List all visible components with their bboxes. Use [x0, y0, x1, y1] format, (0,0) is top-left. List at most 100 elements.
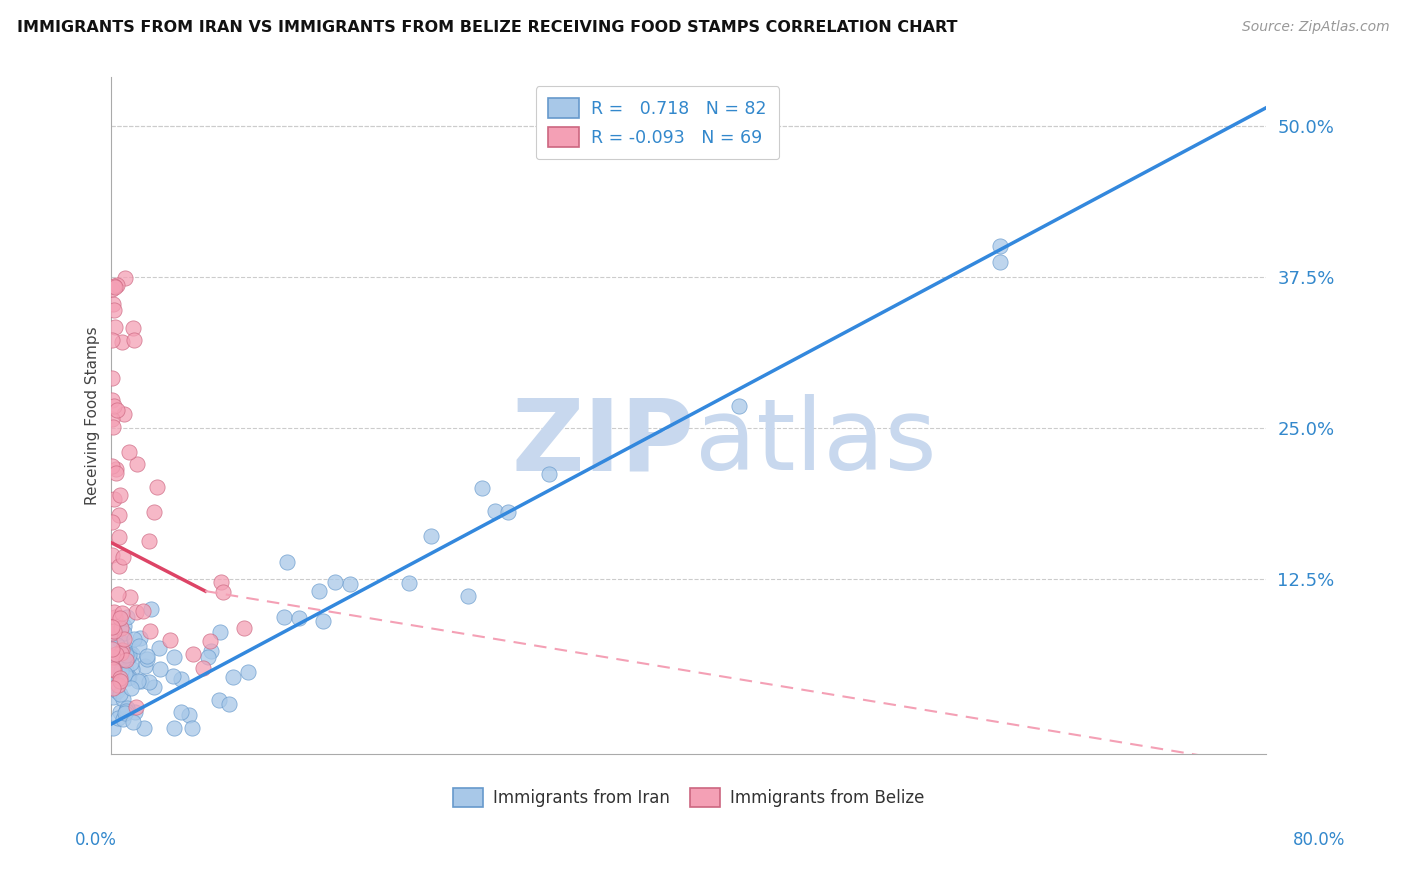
Point [112, 692, 135, 706]
Point [162, 669, 184, 683]
Point [537, 467, 560, 481]
Point [107, 651, 129, 665]
Point [138, 675, 160, 690]
Point [114, 648, 136, 662]
Point [146, 480, 169, 494]
Point [209, 625, 232, 640]
Point [111, 335, 134, 350]
Point [111, 643, 134, 657]
Point [103, 663, 125, 677]
Point [125, 605, 148, 619]
Point [148, 641, 170, 656]
Point [179, 707, 201, 722]
Point [139, 602, 162, 616]
Point [104, 627, 127, 641]
Point [124, 699, 146, 714]
Point [117, 671, 139, 685]
Point [115, 703, 138, 717]
Point [127, 457, 149, 471]
Point [200, 643, 222, 657]
Point [121, 662, 143, 676]
Text: 0.0%: 0.0% [75, 831, 117, 849]
Text: ZIP: ZIP [512, 394, 695, 491]
Point [111, 607, 134, 621]
Point [129, 631, 152, 645]
Point [114, 270, 136, 285]
Point [135, 648, 157, 663]
Y-axis label: Receiving Food Stamps: Receiving Food Stamps [86, 326, 100, 505]
Point [420, 529, 443, 543]
Point [496, 505, 519, 519]
Point [180, 721, 202, 735]
Point [117, 649, 139, 664]
Point [110, 705, 132, 719]
Text: atlas: atlas [695, 394, 936, 491]
Point [457, 589, 479, 603]
Point [339, 577, 361, 591]
Point [138, 624, 160, 638]
Point [398, 576, 420, 591]
Point [118, 591, 141, 605]
Point [112, 619, 135, 633]
Text: Source: ZipAtlas.com: Source: ZipAtlas.com [1241, 20, 1389, 34]
Point [122, 321, 145, 335]
Point [197, 649, 219, 664]
Point [103, 667, 125, 681]
Point [236, 665, 259, 679]
Point [100, 458, 122, 473]
Point [108, 634, 131, 648]
Point [103, 650, 125, 665]
Point [117, 701, 139, 715]
Point [101, 642, 124, 657]
Point [100, 548, 122, 562]
Point [122, 334, 145, 348]
Point [112, 626, 135, 640]
Point [104, 319, 127, 334]
Point [103, 297, 125, 311]
Point [120, 681, 142, 695]
Point [108, 530, 131, 544]
Point [103, 491, 125, 506]
Point [110, 672, 132, 686]
Point [112, 632, 135, 647]
Point [132, 604, 155, 618]
Point [100, 411, 122, 425]
Point [110, 646, 132, 660]
Point [114, 667, 136, 681]
Point [115, 664, 138, 678]
Point [103, 721, 125, 735]
Point [110, 621, 132, 635]
Point [124, 705, 146, 719]
Point [127, 674, 149, 689]
Point [138, 534, 160, 549]
Point [988, 255, 1011, 269]
Point [103, 624, 125, 638]
Point [103, 400, 125, 414]
Point [208, 693, 231, 707]
Point [100, 625, 122, 640]
Point [288, 611, 311, 625]
Point [122, 632, 145, 646]
Point [101, 620, 124, 634]
Point [103, 681, 125, 695]
Point [107, 508, 129, 523]
Point [101, 392, 124, 407]
Point [273, 610, 295, 624]
Point [149, 662, 172, 676]
Point [110, 665, 132, 679]
Point [142, 505, 165, 519]
Point [105, 278, 128, 293]
Point [118, 648, 141, 663]
Legend: Immigrants from Iran, Immigrants from Belize: Immigrants from Iran, Immigrants from Be… [447, 781, 931, 814]
Point [181, 647, 204, 661]
Point [134, 658, 156, 673]
Point [118, 670, 141, 684]
Point [209, 575, 232, 590]
Point [104, 609, 127, 624]
Point [728, 399, 751, 413]
Point [105, 647, 128, 661]
Point [170, 672, 193, 686]
Point [103, 662, 125, 676]
Point [107, 678, 129, 692]
Point [115, 610, 138, 624]
